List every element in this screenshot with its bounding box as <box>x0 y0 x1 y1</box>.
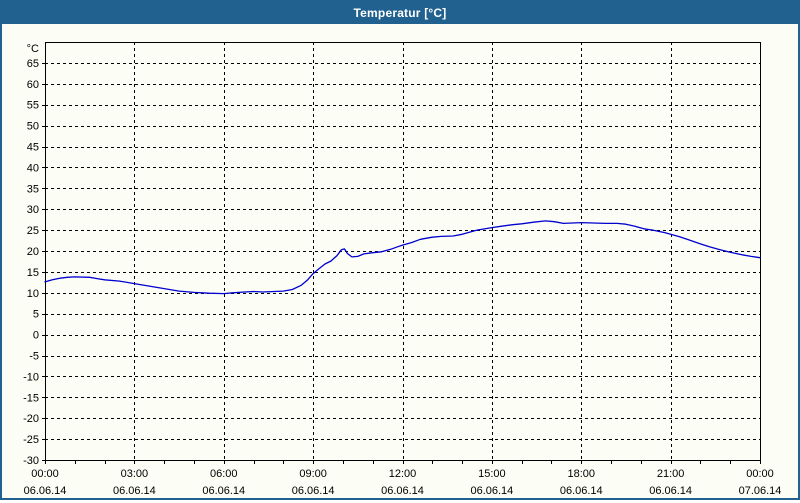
y-tick-label: -30 <box>23 455 39 467</box>
x-tick-label-time: 18:00 <box>567 468 595 480</box>
y-tick-label: 50 <box>27 121 39 133</box>
y-tick-label: 55 <box>27 100 39 112</box>
x-tick-label-time: 00:00 <box>31 468 59 480</box>
y-tick-label: 25 <box>27 225 39 237</box>
x-tick-label-time: 03:00 <box>121 468 149 480</box>
x-tick-label-date: 06.06.14 <box>202 485 245 497</box>
plot-frame <box>45 42 761 461</box>
y-tick-label: -20 <box>23 413 39 425</box>
y-tick-label: -25 <box>23 434 39 446</box>
x-tick-label-date: 06.06.14 <box>381 485 424 497</box>
x-tick-label-date: 06.06.14 <box>24 485 67 497</box>
y-tick-label: 40 <box>27 162 39 174</box>
y-tick-label: 30 <box>27 204 39 216</box>
x-tick-label-time: 12:00 <box>389 468 417 480</box>
y-tick-label: -10 <box>23 371 39 383</box>
x-tick-label-date: 06.06.14 <box>649 485 692 497</box>
y-axis-unit-label: °C <box>27 43 39 55</box>
window-title: Temperatur [°C] <box>353 6 447 20</box>
x-tick-label-time: 15:00 <box>478 468 506 480</box>
x-tick-label-time: 09:00 <box>299 468 327 480</box>
y-tick-label: 20 <box>27 246 39 258</box>
y-tick-label: 5 <box>33 309 39 321</box>
x-tick-label-date: 06.06.14 <box>113 485 156 497</box>
temperature-line <box>44 220 761 295</box>
x-tick-label-date: 06.06.14 <box>560 485 603 497</box>
x-tick-label-time: 00:00 <box>746 468 774 480</box>
y-tick-label: 10 <box>27 288 39 300</box>
y-tick-label: 15 <box>27 267 39 279</box>
y-tick-label: 60 <box>27 79 39 91</box>
chart-area: 65 60 55 50 45 40 35 30 25 20 15 10 5 0 -5 -10 -15 -20 -25… <box>2 24 798 498</box>
y-tick-label: 35 <box>27 183 39 195</box>
x-tick-label-date: 06.06.14 <box>470 485 513 497</box>
x-tick-label-time: 21:00 <box>657 468 685 480</box>
y-tick-label: 65 <box>27 58 39 70</box>
y-tick-label: 0 <box>33 330 39 342</box>
title-bar[interactable]: Temperatur [°C] <box>2 2 798 24</box>
y-tick-label: 45 <box>27 142 39 154</box>
y-tick-label: -15 <box>23 392 39 404</box>
temperature-chart: 65605550454035302520151050-5-10-15-20-25… <box>23 42 782 497</box>
x-tick-label-time: 06:00 <box>210 468 238 480</box>
x-tick-label-date: 06.06.14 <box>292 485 335 497</box>
x-tick-label-date: 07.06.14 <box>739 485 782 497</box>
y-tick-label: -5 <box>29 351 39 363</box>
